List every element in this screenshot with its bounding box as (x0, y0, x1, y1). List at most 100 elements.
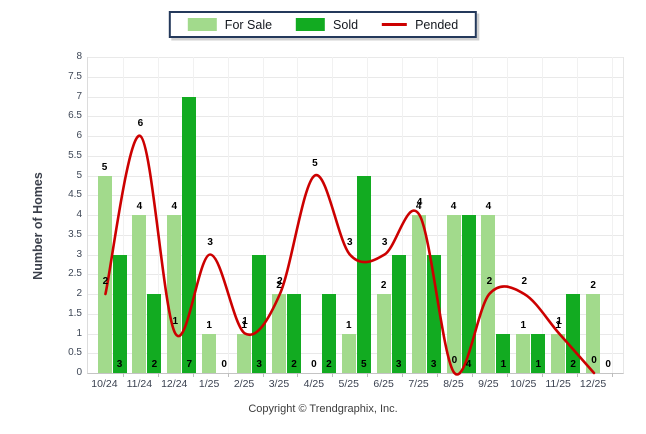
for-sale-value-label: 1 (520, 319, 527, 331)
y-tick-label: 5.5 (68, 149, 82, 161)
x-axis-label: 12/24 (161, 378, 188, 390)
gridline (88, 175, 623, 177)
for-sale-value-label: 1 (241, 319, 247, 331)
pended-value-label: 6 (137, 118, 144, 129)
x-axis-tick (262, 373, 264, 377)
for-sale-value-label: 1 (206, 319, 212, 331)
for-sale-bar (516, 333, 531, 373)
sold-value-label: 4 (465, 359, 472, 370)
sold-bar (531, 333, 546, 373)
pended-line-path (104, 134, 596, 376)
sold-bar (496, 333, 511, 373)
x-axis-tick (332, 373, 334, 377)
y-tick-label: 6.5 (68, 110, 82, 122)
for-sale-value-label: 4 (415, 201, 422, 212)
x-axis-label: 9/25 (478, 378, 499, 390)
pended-value-label: 2 (486, 276, 493, 287)
category-separator (611, 57, 613, 373)
x-axis-tick (157, 373, 159, 377)
x-axis-label: 10/24 (91, 378, 118, 390)
category-separator (297, 57, 299, 373)
y-tick-label: 7 (76, 90, 82, 102)
gridline (88, 76, 623, 78)
sold-bar (391, 254, 406, 373)
category-separator (122, 57, 124, 373)
for-sale-value-label: 4 (136, 201, 143, 212)
y-tick-label: 3.5 (68, 228, 82, 240)
category-separator (262, 57, 264, 373)
pended-value-label: 1 (242, 315, 248, 327)
gridline (88, 254, 623, 256)
sold-swatch (296, 18, 326, 31)
for-sale-bar (551, 333, 566, 373)
pended-value-label: 3 (346, 236, 353, 248)
sold-value-label: 0 (221, 359, 227, 370)
x-axis-label: 10/25 (510, 378, 537, 390)
sold-value-label: 3 (256, 359, 262, 370)
for-sale-bar (237, 333, 252, 373)
y-tick-label: 7.5 (68, 70, 82, 82)
x-axis-tick (297, 373, 299, 377)
for-sale-value-label: 2 (380, 280, 387, 291)
pended-value-label: 3 (207, 236, 213, 248)
sold-value-label: 2 (570, 359, 576, 370)
pended-line-chart (104, 134, 596, 376)
for-sale-value-label: 4 (485, 201, 492, 212)
sold-value-label: 7 (186, 359, 193, 370)
sold-value-label: 1 (500, 359, 507, 370)
x-axis-tick (611, 373, 613, 377)
for-sale-swatch (187, 18, 217, 31)
legend-label-for-sale: For Sale (224, 17, 273, 32)
x-axis-tick (576, 373, 578, 377)
sold-value-label: 3 (430, 359, 437, 370)
for-sale-value-label: 5 (101, 161, 108, 173)
for-sale-value-label: 4 (450, 201, 457, 212)
x-axis-label: 6/25 (373, 378, 394, 390)
sold-value-label: 2 (326, 359, 332, 370)
gridline (88, 234, 623, 236)
for-sale-bar (202, 333, 217, 373)
pended-value-label: 2 (521, 276, 528, 287)
x-axis-label: 4/25 (303, 378, 325, 390)
for-sale-bar (376, 294, 391, 373)
x-axis-tick (471, 373, 473, 377)
sold-bar (356, 175, 371, 373)
y-tick-label: 2.5 (68, 268, 82, 280)
x-axis-label: 5/25 (338, 378, 359, 390)
x-axis-label: 11/25 (545, 378, 571, 390)
x-axis-tick (227, 373, 229, 377)
y-tick-label: 2 (76, 288, 82, 299)
y-tick-label: 4 (76, 209, 82, 220)
x-axis-tick (437, 373, 438, 377)
y-tick-label: 1 (76, 327, 82, 339)
sold-bar (147, 294, 162, 373)
sold-value-label: 2 (291, 359, 297, 370)
x-axis-label: 11/24 (126, 378, 153, 390)
for-sale-bar (411, 215, 426, 373)
legend-item-pended: Pended (382, 18, 458, 32)
x-axis-label: 12/25 (579, 378, 607, 390)
category-separator (506, 57, 508, 373)
y-tick-label: 4.5 (68, 189, 82, 201)
sold-value-label: 2 (151, 359, 158, 370)
sold-bar (461, 215, 476, 373)
y-tick-label: 0 (76, 367, 82, 378)
y-tick-label: 1.5 (68, 307, 82, 319)
legend-label-sold: Sold (333, 17, 359, 32)
copyright-text: Copyright © Trendgraphix, Inc. (248, 403, 398, 415)
x-axis-label: 1/25 (198, 378, 220, 390)
pended-value-label: 3 (381, 236, 388, 248)
y-tick-label: 5 (76, 169, 82, 181)
pended-value-label: 1 (172, 315, 179, 327)
category-separator (437, 57, 438, 373)
sold-bar (426, 254, 441, 373)
sold-value-label: 3 (116, 359, 123, 370)
x-axis-tick (192, 373, 194, 377)
pended-value-label: 5 (312, 157, 318, 169)
for-sale-bar (446, 215, 461, 373)
x-axis-tick (122, 373, 124, 377)
sold-bar (287, 294, 301, 373)
y-tick-label: 8 (76, 51, 82, 62)
